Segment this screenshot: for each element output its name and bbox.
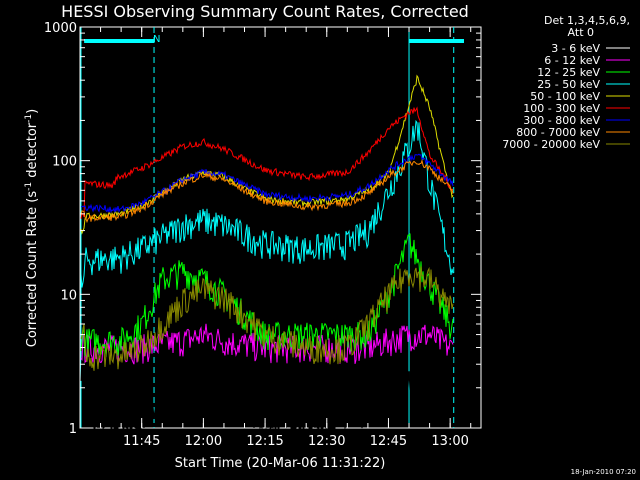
y-tick-label: 1	[69, 422, 77, 437]
x-tick-label: 12:30	[308, 434, 345, 449]
x-axis-ticks: 11:45 12:00 12:15 12:30 12:45 13:00	[79, 27, 472, 449]
legend-entry-label: 800 - 7000 keV	[516, 126, 600, 139]
legend-header-line1: Det 1,3,4,5,6,9,	[544, 14, 630, 27]
legend-header-line2: Att 0	[568, 26, 594, 39]
timestamp: 18-Jan-2010 07:20	[571, 468, 636, 476]
series-line-1	[80, 323, 454, 365]
x-tick-label: 12:15	[246, 434, 283, 449]
series-line-2	[80, 233, 454, 357]
plot-frame	[79, 26, 482, 429]
legend-entry-label: 100 - 300 keV	[523, 102, 600, 115]
y-axis-label: Corrected Count Rate (s-1 detector-1)	[24, 109, 40, 347]
series-group	[80, 74, 454, 430]
series-line-8	[80, 266, 454, 371]
series-line-4	[80, 74, 454, 235]
y-axis-ticks: 1 10 100 1000	[44, 21, 481, 437]
legend-entry-label: 7000 - 20000 keV	[502, 138, 600, 151]
y-tick-label: 10	[60, 288, 77, 303]
x-axis-label: Start Time (20-Mar-06 11:31:22)	[175, 456, 386, 471]
chart-title: HESSI Observing Summary Count Rates, Cor…	[61, 2, 469, 21]
y-tick-label: 1000	[44, 21, 77, 36]
x-tick-label: 11:45	[123, 434, 160, 449]
legend-entry-label: 50 - 100 keV	[530, 90, 600, 103]
legend-entry-label: 6 - 12 keV	[544, 54, 600, 67]
y-tick-label: 100	[52, 155, 77, 170]
observing-markers	[80, 27, 464, 428]
legend-entry-label: 3 - 6 keV	[551, 42, 600, 55]
legend-entry-label: 12 - 25 keV	[537, 66, 600, 79]
legend-entry-label: 300 - 800 keV	[523, 114, 600, 127]
series-line-5	[80, 106, 454, 219]
flag-label: N	[153, 34, 160, 45]
x-tick-label: 12:45	[370, 434, 407, 449]
legend-entry-label: 25 - 50 keV	[537, 78, 600, 91]
series-line-7	[80, 158, 454, 224]
x-tick-label: 13:00	[431, 434, 468, 449]
series-line-6	[80, 153, 454, 214]
x-tick-label: 12:00	[185, 434, 222, 449]
series-line-3	[80, 119, 454, 288]
series-line-0	[80, 350, 454, 430]
